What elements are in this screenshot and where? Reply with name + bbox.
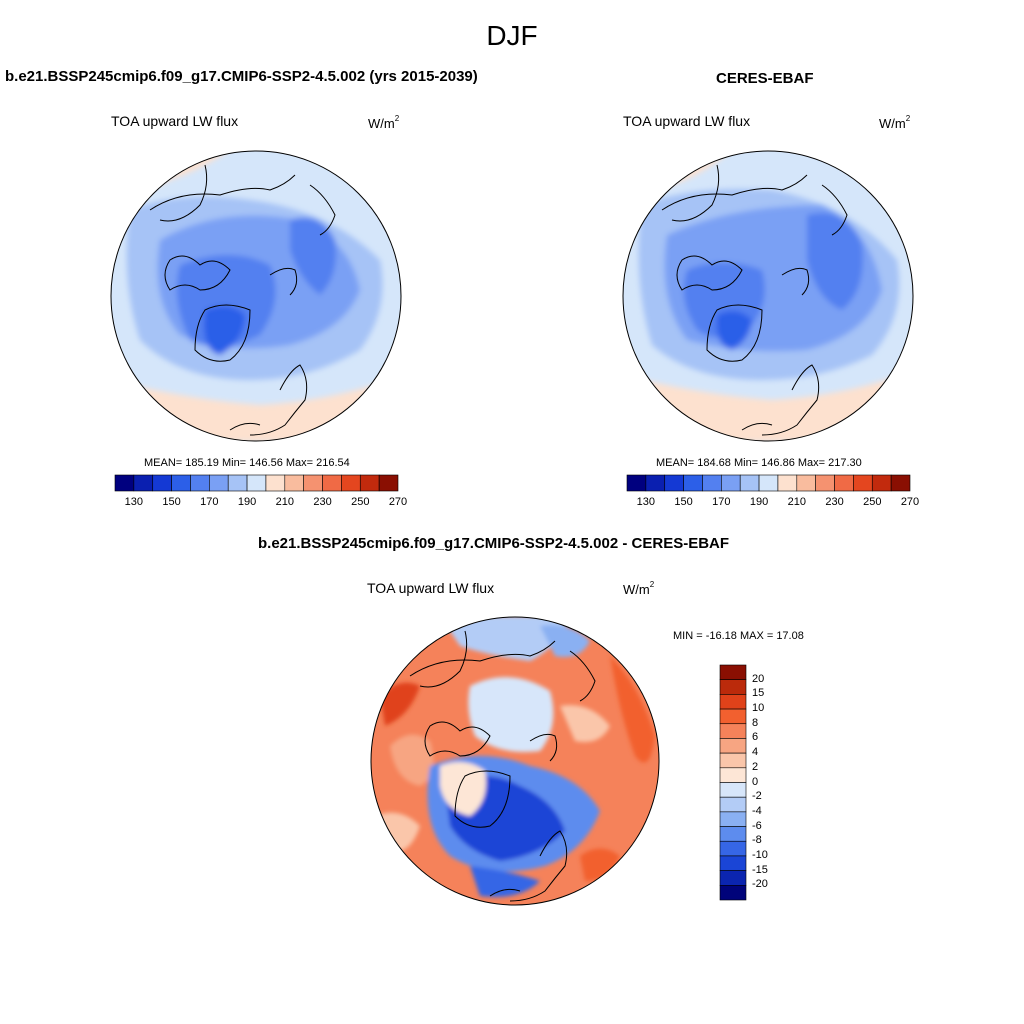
diff-colorbar-swatch	[719, 782, 747, 798]
obs-colorbar-swatch	[721, 474, 741, 492]
model-polar-map	[110, 150, 402, 442]
model-colorbar-swatch	[190, 474, 210, 492]
obs-colorbar-tick-label: 150	[674, 496, 693, 508]
obs-colorbar-swatch	[834, 474, 854, 492]
diff-colorbar-swatch	[719, 811, 747, 827]
diff-colorbar-tick-label: -8	[752, 834, 762, 847]
diff-stats: MIN = -16.18 MAX = 17.08	[673, 630, 804, 642]
diff-units-label: W/m2	[623, 580, 655, 597]
model-units-label: W/m2	[368, 114, 400, 131]
obs-colorbar	[626, 474, 911, 492]
model-colorbar-swatch	[265, 474, 286, 492]
obs-colorbar-tick-label: 130	[636, 496, 656, 508]
model-colorbar-swatch	[227, 474, 248, 492]
obs-colorbar-tick-label: 210	[787, 496, 806, 508]
model-colorbar-ticks: 130 150 170 190 210 230 250 270	[115, 496, 408, 510]
model-colorbar-tick-label: 150	[162, 496, 181, 508]
obs-colorbar-swatch	[702, 474, 722, 492]
model-colorbar-swatch	[378, 474, 399, 492]
model-colorbar	[114, 474, 399, 492]
diff-colorbar-swatch	[719, 855, 747, 871]
diff-colorbar-swatch	[719, 752, 747, 769]
obs-colorbar-swatch	[796, 474, 816, 492]
obs-colorbar-swatch	[777, 474, 798, 492]
obs-stats: MEAN= 184.68 Min= 146.86 Max= 217.30	[656, 457, 862, 469]
diff-colorbar-ticks: 20 15 10 8 6 4 2 0 -2 -4 -6 -8 -10 -15 -20	[752, 665, 792, 900]
diff-colorbar-swatch	[719, 840, 747, 857]
obs-colorbar-swatch	[758, 474, 779, 492]
diff-colorbar-tick-label: -4	[752, 804, 762, 817]
obs-polar-map	[622, 150, 914, 442]
obs-colorbar-tick-label: 230	[825, 496, 844, 508]
model-colorbar-swatch	[171, 474, 191, 492]
diff-colorbar-tick-label: 4	[752, 746, 759, 759]
model-colorbar-swatch	[284, 474, 304, 492]
model-colorbar-swatch	[209, 474, 229, 492]
obs-colorbar-swatch	[853, 474, 873, 492]
obs-colorbar-tick-label: 270	[900, 496, 920, 508]
diff-colorbar-swatch	[719, 723, 747, 739]
obs-colorbar-tick-label: 250	[863, 496, 882, 508]
obs-colorbar-swatch	[739, 474, 760, 492]
diff-colorbar-tick-label: 0	[752, 775, 759, 788]
obs-variable-label: TOA upward LW flux	[623, 113, 751, 129]
model-colorbar-tick-label: 130	[124, 496, 144, 508]
model-colorbar-tick-label: 270	[388, 496, 408, 508]
model-colorbar-tick-label: 170	[200, 496, 219, 508]
diff-colorbar-swatch	[719, 826, 747, 842]
diff-panel-title: b.e21.BSSP245cmip6.f09_g17.CMIP6-SSP2-4.…	[258, 535, 730, 552]
diff-colorbar-swatch	[719, 694, 747, 710]
diff-colorbar-tick-label: -6	[752, 819, 762, 832]
diff-colorbar-tick-label: 8	[752, 716, 759, 729]
model-colorbar-swatch	[246, 474, 267, 492]
diff-colorbar-tick-label: 2	[752, 760, 759, 773]
diff-colorbar-tick-label: 10	[752, 702, 765, 715]
diff-variable-label: TOA upward LW flux	[367, 580, 495, 596]
diff-colorbar-tick-label: -2	[752, 790, 762, 803]
diff-colorbar-tick-label: 15	[752, 687, 765, 700]
model-colorbar-swatch	[303, 474, 323, 492]
obs-colorbar-swatch	[871, 474, 892, 492]
diff-colorbar-tick-label: 20	[752, 672, 765, 685]
diff-colorbar-swatch	[719, 708, 747, 725]
model-colorbar-tick-label: 210	[275, 496, 294, 508]
diff-colorbar-tick-label: -15	[752, 863, 768, 876]
model-colorbar-swatch	[152, 474, 172, 492]
figure-title: DJF	[486, 20, 538, 51]
model-colorbar-tick-label: 190	[237, 496, 257, 508]
diff-colorbar-swatch	[719, 767, 747, 783]
model-colorbar-tick-label: 250	[351, 496, 370, 508]
diff-colorbar-tick-label: 6	[752, 731, 759, 744]
obs-colorbar-swatch	[890, 474, 911, 492]
obs-colorbar-swatch	[664, 474, 684, 492]
diff-colorbar-swatch	[719, 885, 747, 901]
obs-colorbar-tick-label: 170	[712, 496, 731, 508]
obs-colorbar-swatch	[683, 474, 703, 492]
diff-colorbar-swatch	[719, 738, 747, 754]
diff-colorbar-swatch	[719, 679, 747, 695]
diff-colorbar-swatch	[719, 870, 747, 886]
model-colorbar-swatch	[359, 474, 380, 492]
obs-units-label: W/m2	[879, 114, 911, 131]
diff-colorbar-swatch	[719, 796, 747, 813]
model-colorbar-swatch	[133, 474, 154, 492]
diff-colorbar-swatch	[719, 664, 747, 680]
diff-colorbar	[719, 664, 747, 901]
obs-colorbar-swatch	[815, 474, 835, 492]
model-colorbar-tick-label: 230	[313, 496, 332, 508]
model-colorbar-swatch	[341, 474, 361, 492]
model-stats: MEAN= 185.19 Min= 146.56 Max= 216.54	[144, 457, 350, 469]
diff-polar-map	[370, 616, 660, 906]
model-colorbar-swatch	[114, 474, 135, 492]
diff-colorbar-tick-label: -20	[752, 878, 768, 891]
obs-colorbar-tick-label: 190	[749, 496, 769, 508]
obs-colorbar-ticks: 130 150 170 190 210 230 250 270	[627, 496, 920, 510]
model-panel-title: b.e21.BSSP245cmip6.f09_g17.CMIP6-SSP2-4.…	[5, 68, 478, 85]
model-colorbar-swatch	[322, 474, 342, 492]
diff-colorbar-tick-label: -10	[752, 848, 768, 861]
obs-colorbar-swatch	[626, 474, 647, 492]
obs-panel-title: CERES-EBAF	[716, 70, 814, 87]
model-variable-label: TOA upward LW flux	[111, 113, 239, 129]
obs-colorbar-swatch	[645, 474, 666, 492]
